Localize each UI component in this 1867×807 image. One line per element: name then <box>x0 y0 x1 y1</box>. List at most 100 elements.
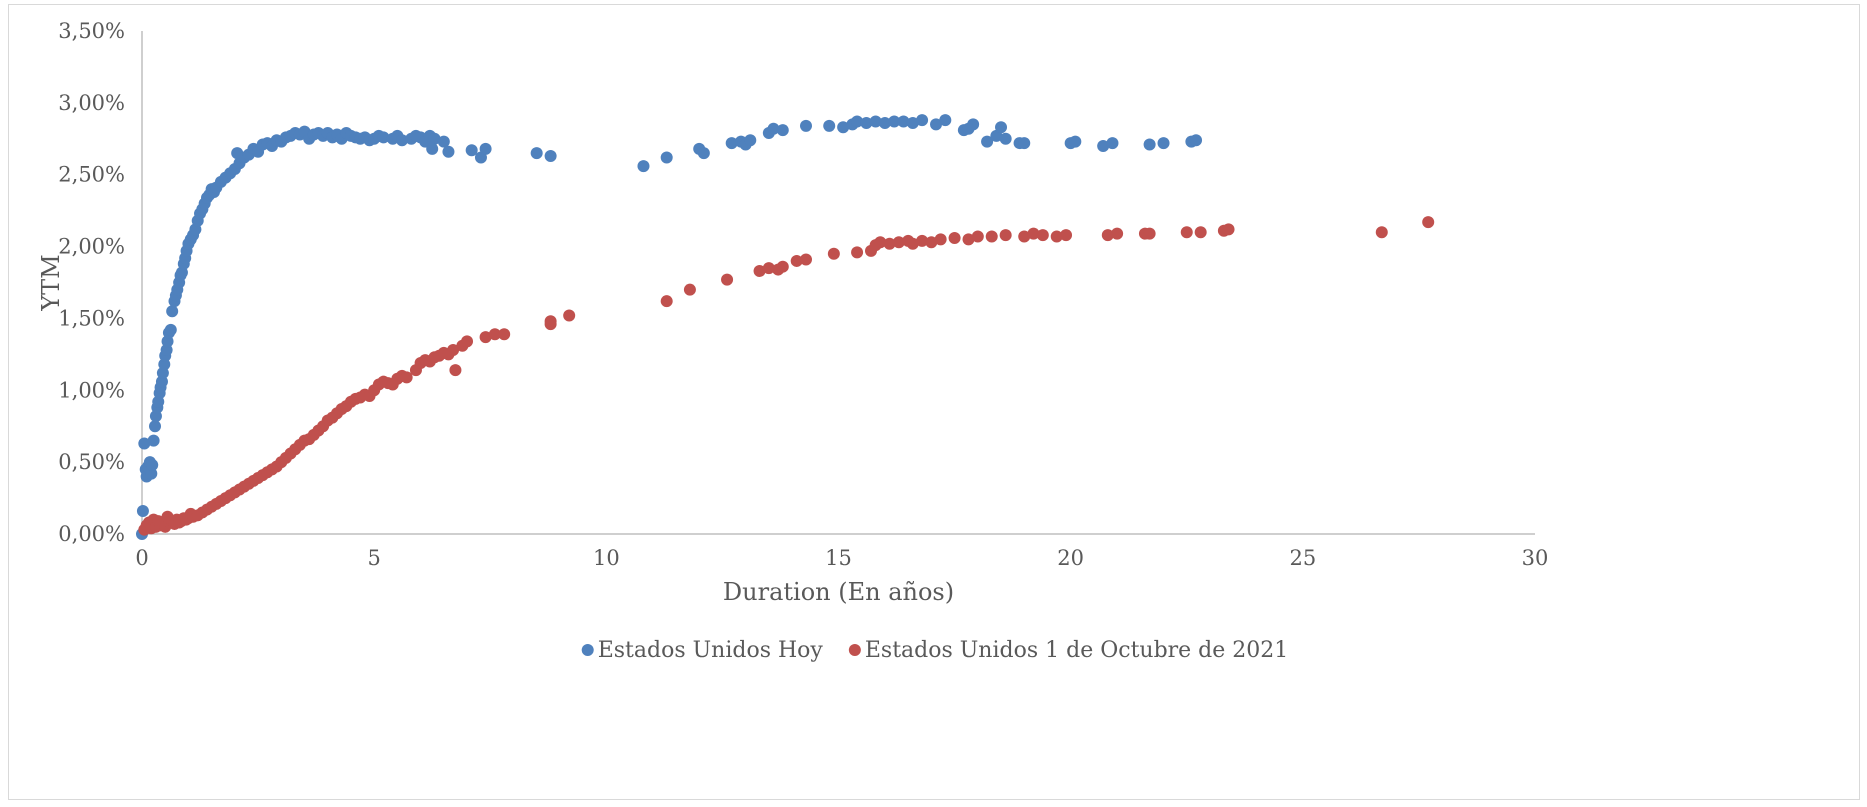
series-2-point <box>985 230 998 243</box>
series-2-point <box>563 309 576 322</box>
series-1-point <box>1143 138 1156 151</box>
series-2-point <box>762 262 775 275</box>
series-1-point <box>377 131 390 144</box>
series-2-point <box>498 328 511 341</box>
x-tick-label: 30 <box>1522 546 1549 570</box>
series-1-point <box>962 122 975 135</box>
series-2-point <box>874 236 887 249</box>
series-1-point <box>1018 137 1031 150</box>
series-1-point <box>1069 135 1082 148</box>
y-tick-label: 3,50% <box>58 19 125 43</box>
series-2-point <box>1375 226 1388 239</box>
x-tick-label: 10 <box>593 546 620 570</box>
series-2-point <box>449 364 462 377</box>
series-1-point <box>426 142 439 155</box>
series-1-point <box>637 160 650 173</box>
series-2-point <box>883 237 896 250</box>
series-2-point <box>999 229 1012 242</box>
series-layer <box>136 114 1435 540</box>
series-2-point <box>1222 223 1235 236</box>
legend-item-1: Estados Unidos Hoy <box>581 638 824 663</box>
y-tick-label: 2,50% <box>58 163 125 187</box>
y-axis-title: YTM <box>37 254 65 311</box>
y-tick-label: 3,00% <box>58 91 125 115</box>
series-1-point <box>851 115 864 128</box>
series-1-point <box>823 119 836 132</box>
y-tick-label: 0,00% <box>58 522 125 546</box>
series-2-point <box>851 246 864 259</box>
legend-label: Estados Unidos Hoy <box>598 638 824 663</box>
y-tick-label: 1,00% <box>58 378 125 402</box>
x-tick-label: 25 <box>1289 546 1316 570</box>
series-2-point <box>790 254 803 267</box>
series-2-point <box>753 265 766 278</box>
series-2-point <box>1101 229 1114 242</box>
series-1-point <box>697 147 710 160</box>
series-1-point <box>767 122 780 135</box>
series-2-point <box>544 315 557 328</box>
series-2-point <box>948 231 961 244</box>
legend: Estados Unidos Hoy Estados Unidos 1 de Oc… <box>581 638 1288 663</box>
series-2-point <box>906 237 919 250</box>
series-1-point <box>428 132 441 145</box>
series-2-point <box>971 230 984 243</box>
series-1-point <box>888 115 901 128</box>
series-2-point <box>1050 230 1063 243</box>
series-2-point <box>1422 216 1435 229</box>
series-1-point <box>465 144 478 157</box>
series-2-point <box>1036 229 1049 242</box>
series-2-point <box>1143 227 1156 240</box>
series-1-point <box>906 116 919 129</box>
y-axis-title-group: YTM <box>37 254 65 311</box>
series-1-point <box>164 323 177 336</box>
x-axis-title: Duration (En años) <box>723 578 954 606</box>
series-1-point <box>437 135 450 148</box>
series-2-point <box>1180 226 1193 239</box>
legend-marker <box>848 644 861 656</box>
series-2-point <box>1194 226 1207 239</box>
y-tick-labels: 0,00% 0,50% 1,00% 1,50% 2,00% 2,50% 3,00% 3,50% <box>58 19 125 546</box>
series-1-point <box>897 115 910 128</box>
series-2-point <box>916 234 929 247</box>
series-2-point <box>799 253 812 266</box>
legend-marker <box>581 644 594 656</box>
y-tick-label: 1,50% <box>58 306 125 330</box>
series-2-point <box>1111 227 1124 240</box>
series-1-point <box>878 116 891 129</box>
series-2-point <box>776 260 789 273</box>
series-2-point <box>1018 230 1031 243</box>
x-tick-label: 5 <box>367 546 380 570</box>
series-2 <box>138 216 1435 536</box>
series-2-point <box>660 295 673 308</box>
series-2-point <box>683 283 696 296</box>
series-2-point <box>827 247 840 260</box>
series-1-point <box>981 135 994 148</box>
series-2-point <box>1027 227 1040 240</box>
series-2-point <box>934 233 947 246</box>
series-2-point <box>721 273 734 286</box>
series-1-point <box>442 145 455 158</box>
series-1-point <box>149 420 162 433</box>
series-2-point <box>461 335 474 348</box>
series-1-point <box>396 134 409 147</box>
legend-item-2: Estados Unidos 1 de Octubre de 2021 <box>848 638 1288 663</box>
series-1-point <box>776 124 789 137</box>
y-tick-label: 2,00% <box>58 235 125 259</box>
series-1-point <box>147 434 160 447</box>
series-1-point <box>138 437 151 450</box>
series-1-point <box>744 134 757 147</box>
series-1-point <box>939 114 952 127</box>
series-2-point <box>479 331 492 344</box>
series-1-point <box>1106 137 1119 150</box>
series-2-point <box>447 344 460 357</box>
series-1-point <box>860 116 873 129</box>
series-1-point <box>1157 137 1170 150</box>
series-1-point <box>146 459 159 472</box>
series-1-point <box>799 119 812 132</box>
x-tick-label: 15 <box>825 546 852 570</box>
series-1-point <box>544 150 557 163</box>
x-tick-label: 20 <box>1057 546 1084 570</box>
legend-label: Estados Unidos 1 de Octubre de 2021 <box>865 638 1288 663</box>
x-tick-labels: 0 5 10 15 20 25 30 <box>135 546 1548 570</box>
axes <box>141 31 1535 535</box>
